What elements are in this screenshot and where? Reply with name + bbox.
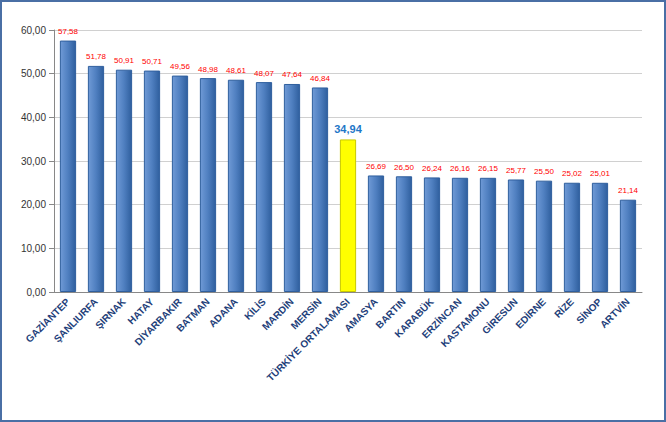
svg-text:49,56: 49,56	[170, 62, 191, 71]
svg-text:26,69: 26,69	[366, 162, 387, 171]
svg-text:RİZE: RİZE	[551, 295, 576, 320]
svg-text:TÜRKİYE ORTALAMASI: TÜRKİYE ORTALAMASI	[264, 295, 352, 383]
svg-text:21,14: 21,14	[618, 186, 639, 195]
svg-text:ARTVİN: ARTVİN	[597, 295, 632, 330]
svg-text:25,50: 25,50	[534, 167, 555, 176]
svg-text:EDİRNE: EDİRNE	[513, 295, 548, 330]
svg-text:BATMAN: BATMAN	[174, 296, 212, 334]
svg-text:25,02: 25,02	[562, 169, 583, 178]
svg-text:48,98: 48,98	[198, 65, 219, 74]
svg-text:50,71: 50,71	[142, 57, 163, 66]
svg-text:BARTIN: BARTIN	[373, 296, 408, 331]
svg-text:KARABÜK: KARABÜK	[392, 296, 436, 340]
svg-text:48,61: 48,61	[226, 66, 247, 75]
svg-text:0,00: 0,00	[27, 287, 47, 298]
svg-text:ADANA: ADANA	[207, 296, 240, 329]
svg-text:48,07: 48,07	[254, 69, 275, 78]
svg-text:51,78: 51,78	[86, 52, 107, 61]
svg-text:26,50: 26,50	[394, 163, 415, 172]
svg-text:KİLİS: KİLİS	[241, 295, 268, 322]
svg-text:DİYARBAKIR: DİYARBAKIR	[132, 295, 184, 347]
svg-text:30,00: 30,00	[21, 156, 46, 167]
svg-text:26,16: 26,16	[450, 164, 471, 173]
svg-text:MARDİN: MARDİN	[259, 296, 296, 333]
svg-text:25,77: 25,77	[506, 166, 527, 175]
svg-text:ŞANLIURFA: ŞANLIURFA	[52, 296, 100, 344]
svg-text:25,01: 25,01	[590, 169, 611, 178]
svg-text:26,15: 26,15	[478, 164, 499, 173]
svg-text:HATAY: HATAY	[125, 296, 156, 327]
svg-text:ERZİNCAN: ERZİNCAN	[419, 296, 464, 341]
svg-text:GAZİANTEP: GAZİANTEP	[23, 296, 72, 345]
svg-text:50,91: 50,91	[114, 56, 135, 65]
svg-text:SİNOP: SİNOP	[574, 296, 604, 326]
svg-text:57,58: 57,58	[58, 27, 79, 36]
svg-text:AMASYA: AMASYA	[342, 296, 380, 334]
svg-text:KASTAMONU: KASTAMONU	[439, 296, 492, 349]
svg-text:47,64: 47,64	[282, 70, 303, 79]
svg-text:MERSİN: MERSİN	[288, 296, 324, 332]
svg-text:40,00: 40,00	[21, 112, 46, 123]
svg-text:46,84: 46,84	[310, 74, 331, 83]
svg-text:50,00: 50,00	[21, 68, 46, 79]
svg-text:26,24: 26,24	[422, 164, 443, 173]
svg-text:ŞIRNAK: ŞIRNAK	[93, 296, 128, 331]
svg-text:20,00: 20,00	[21, 199, 46, 210]
svg-text:34,94: 34,94	[334, 123, 362, 135]
svg-text:GİRESUN: GİRESUN	[479, 295, 520, 336]
svg-text:60,00: 60,00	[21, 25, 46, 36]
svg-text:10,00: 10,00	[21, 243, 46, 254]
